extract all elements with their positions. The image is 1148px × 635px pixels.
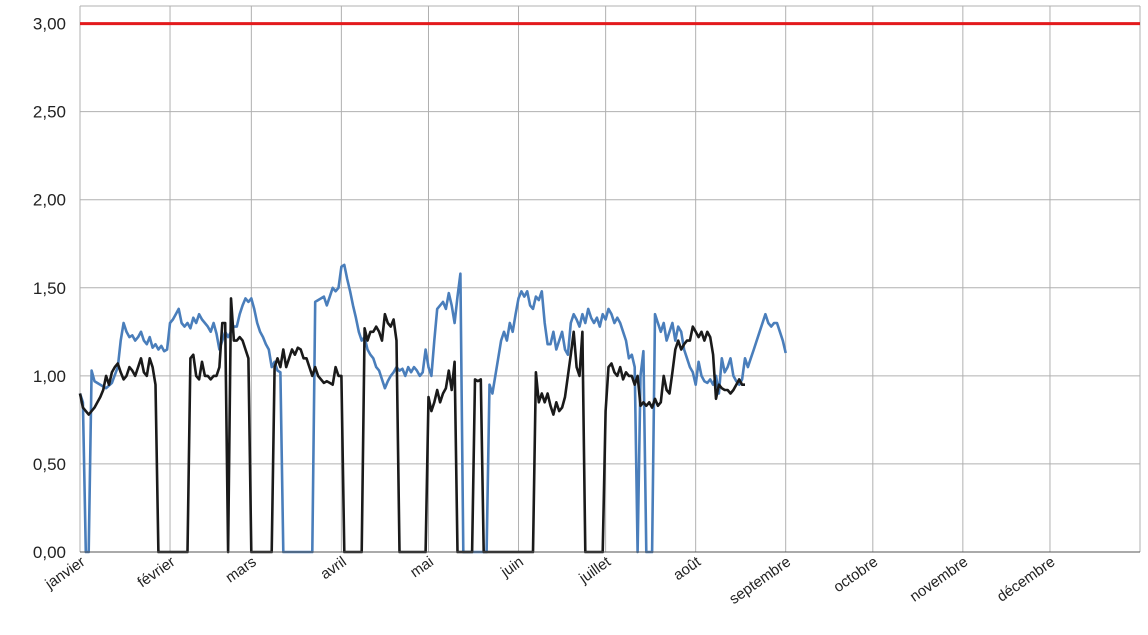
series-line-black — [78, 297, 745, 554]
y-tick-label: 2,50 — [33, 103, 66, 122]
x-tick-label: septembre — [726, 553, 794, 608]
y-tick-label: 1,00 — [33, 367, 66, 386]
y-axis-tick-labels: 0,00 0,50 1,00 1,50 2,00 2,50 3,00 — [33, 15, 66, 562]
y-tick-label: 1,50 — [33, 279, 66, 298]
y-tick-label: 0,00 — [33, 543, 66, 562]
y-tick-label: 2,00 — [33, 191, 66, 210]
series-layer — [78, 263, 787, 554]
x-tick-label: avril — [317, 553, 349, 583]
x-tick-label: mars — [223, 553, 260, 586]
x-tick-label: février — [134, 553, 178, 591]
x-axis-tick-labels: janvier février mars avril mai juin juillet aoû… — [42, 553, 1059, 608]
y-gridlines — [80, 5, 1141, 552]
x-tick-label: décembre — [994, 553, 1058, 605]
series-line-blue — [78, 263, 787, 554]
x-gridlines — [79, 6, 1051, 552]
y-tick-label: 0,50 — [33, 455, 66, 474]
y-tick-label: 3,00 — [33, 15, 66, 34]
x-tick-label: juillet — [575, 553, 614, 588]
x-tick-label: août — [670, 553, 704, 584]
x-tick-label: novembre — [907, 553, 971, 605]
x-tick-label: mai — [407, 553, 437, 581]
x-tick-label: octobre — [830, 553, 881, 596]
x-tick-label: juin — [497, 553, 527, 581]
